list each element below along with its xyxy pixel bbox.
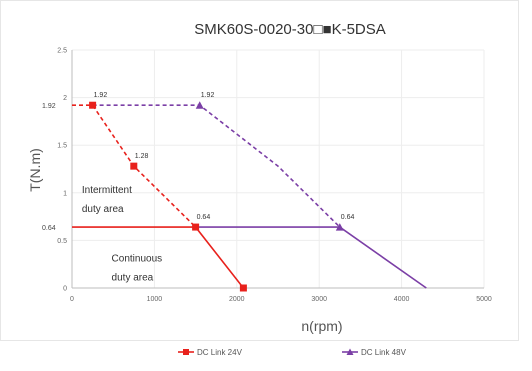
series-dc24-marker bbox=[239, 284, 247, 292]
y-axis-title: T(N.m) bbox=[27, 148, 43, 192]
data-label: 0.64 bbox=[197, 214, 211, 221]
y-tick-label: 2.5 bbox=[57, 48, 67, 55]
x-tick-label: 4000 bbox=[394, 296, 410, 303]
x-tick-label: 5000 bbox=[476, 296, 492, 303]
data-label: 1.28 bbox=[135, 153, 149, 160]
legend: DC Link 24V DC Link 48V bbox=[178, 348, 407, 357]
y-tick-label: 1.5 bbox=[57, 143, 67, 150]
y-tick-label-extra: 1.92 bbox=[42, 103, 56, 110]
axes: 0 1000 2000 3000 4000 500000.511.522.50.641.9… bbox=[42, 48, 492, 304]
annotation-text: duty area bbox=[82, 204, 124, 215]
series-dc48-marker bbox=[195, 101, 204, 109]
series bbox=[72, 101, 427, 292]
series-dc24-intermittent-line bbox=[72, 104, 197, 228]
y-tick-label: 0 bbox=[63, 286, 67, 293]
y-tick-label-extra: 0.64 bbox=[42, 225, 56, 232]
y-tick-label: 1 bbox=[63, 190, 67, 197]
plot-panel bbox=[0, 0, 519, 341]
x-axis-title: n(rpm) bbox=[301, 318, 342, 334]
x-tick-label: 0 bbox=[70, 296, 74, 303]
x-tick-label: 3000 bbox=[311, 296, 327, 303]
x-tick-label: 2000 bbox=[229, 296, 245, 303]
annotation-text: Continuous bbox=[112, 253, 163, 264]
legend-dc48-marker bbox=[346, 348, 354, 355]
data-labels: 1.92 1.92 1.28 0.64 0.64 Intermittent duty are… bbox=[82, 92, 355, 283]
series-dc24-marker bbox=[192, 223, 200, 231]
annotation-text: Intermittent bbox=[82, 185, 132, 196]
data-label: 1.92 bbox=[201, 92, 215, 99]
y-tick-label: 2 bbox=[63, 95, 67, 102]
data-label: 1.92 bbox=[94, 92, 108, 99]
legend-dc24-marker bbox=[183, 349, 189, 355]
annotation-text: duty area bbox=[112, 272, 154, 283]
series-dc48-marker bbox=[335, 223, 344, 231]
data-label: 0.64 bbox=[341, 214, 355, 221]
series-dc24-marker bbox=[89, 101, 97, 109]
series-dc48-intermittent-line bbox=[92, 104, 341, 228]
chart-title: SMK60S-0020-30□■K-5DSA bbox=[194, 21, 386, 38]
legend-dc48-label: DC Link 48V bbox=[361, 348, 407, 357]
series-dc24-marker bbox=[130, 162, 138, 170]
x-tick-label: 1000 bbox=[147, 296, 163, 303]
legend-dc24-label: DC Link 24V bbox=[197, 348, 243, 357]
y-tick-label: 0.5 bbox=[57, 238, 67, 245]
